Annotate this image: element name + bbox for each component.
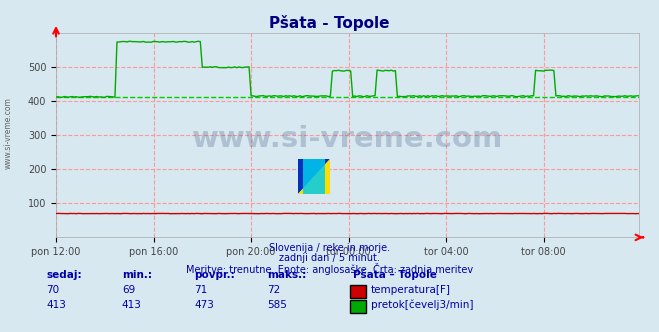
Text: temperatura[F]: temperatura[F] (371, 285, 451, 295)
Text: Meritve: trenutne  Enote: anglosaške  Črta: zadnja meritev: Meritve: trenutne Enote: anglosaške Črta… (186, 263, 473, 275)
Text: sedaj:: sedaj: (46, 270, 82, 280)
Text: zadnji dan / 5 minut.: zadnji dan / 5 minut. (279, 253, 380, 263)
Text: www.si-vreme.com: www.si-vreme.com (192, 125, 503, 153)
Text: povpr.:: povpr.: (194, 270, 235, 280)
Text: 585: 585 (267, 300, 287, 310)
Text: pretok[čevelj3/min]: pretok[čevelj3/min] (371, 299, 474, 310)
Text: 71: 71 (194, 285, 208, 295)
Polygon shape (298, 159, 330, 194)
Text: 70: 70 (46, 285, 59, 295)
Text: 72: 72 (267, 285, 280, 295)
Polygon shape (298, 159, 330, 194)
Text: 69: 69 (122, 285, 135, 295)
Text: maks.:: maks.: (267, 270, 306, 280)
Text: 413: 413 (122, 300, 142, 310)
Text: Pšata - Topole: Pšata - Topole (270, 15, 389, 31)
Text: 473: 473 (194, 300, 214, 310)
Text: min.:: min.: (122, 270, 152, 280)
Text: www.si-vreme.com: www.si-vreme.com (4, 97, 13, 169)
Polygon shape (302, 159, 325, 194)
Text: Pšata – Topole: Pšata – Topole (353, 270, 436, 280)
Text: 413: 413 (46, 300, 66, 310)
Text: Slovenija / reke in morje.: Slovenija / reke in morje. (269, 243, 390, 253)
